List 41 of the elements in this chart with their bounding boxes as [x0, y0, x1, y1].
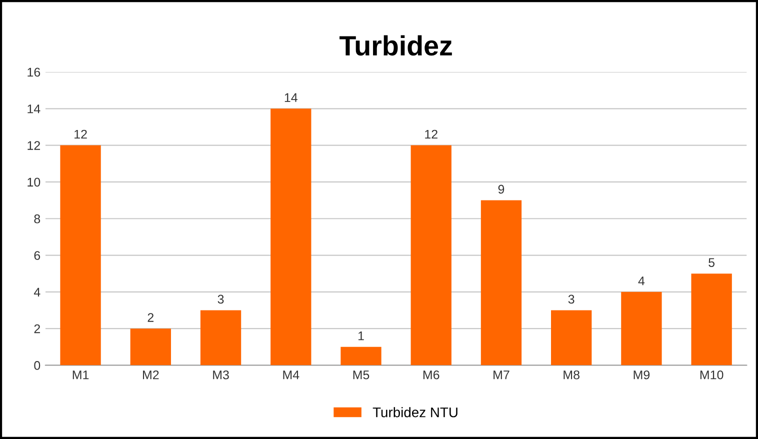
bar [60, 145, 101, 366]
x-tick-label: M3 [213, 370, 229, 380]
x-tick-label: M8 [564, 370, 580, 380]
x-tick-label: M4 [283, 370, 300, 380]
y-tick-label: 0 [34, 361, 40, 370]
bar [691, 274, 732, 366]
bar [270, 108, 312, 366]
x-tick-label: M1 [72, 370, 89, 380]
y-tick-label: 12 [28, 141, 40, 150]
data-label: 5 [708, 258, 715, 267]
x-tick-label: M10 [700, 370, 724, 380]
data-label: 9 [498, 184, 504, 194]
chart-title: Turbidez [340, 35, 452, 56]
x-tick-label: M9 [634, 370, 650, 380]
y-tick-label: 4 [34, 288, 40, 296]
legend-label: Turbidez NTU [372, 407, 458, 418]
data-label: 1 [358, 332, 364, 340]
y-tick-label: 16 [28, 68, 40, 77]
x-tick-label: M7 [494, 370, 510, 380]
x-tick-label: M5 [353, 370, 370, 380]
data-label: 2 [148, 313, 154, 322]
y-tick-label: 2 [34, 324, 40, 334]
y-tick-label: 6 [34, 251, 40, 260]
bar [200, 310, 242, 366]
data-label: 12 [425, 130, 438, 139]
data-label: 3 [568, 294, 574, 304]
bar [480, 200, 522, 366]
data-label: 4 [638, 276, 645, 286]
y-tick-label: 10 [28, 178, 40, 187]
x-tick-label: M6 [423, 370, 440, 380]
y-tick-label: 8 [34, 214, 40, 224]
data-label: 3 [218, 294, 224, 304]
bar [621, 292, 662, 366]
x-tick-label: M2 [142, 370, 159, 380]
y-tick-label: 14 [28, 104, 40, 114]
bar [410, 145, 452, 366]
bar [130, 328, 171, 366]
data-label: 12 [74, 130, 87, 139]
data-label: 14 [284, 93, 298, 102]
bar [551, 310, 592, 366]
bar [340, 346, 382, 366]
